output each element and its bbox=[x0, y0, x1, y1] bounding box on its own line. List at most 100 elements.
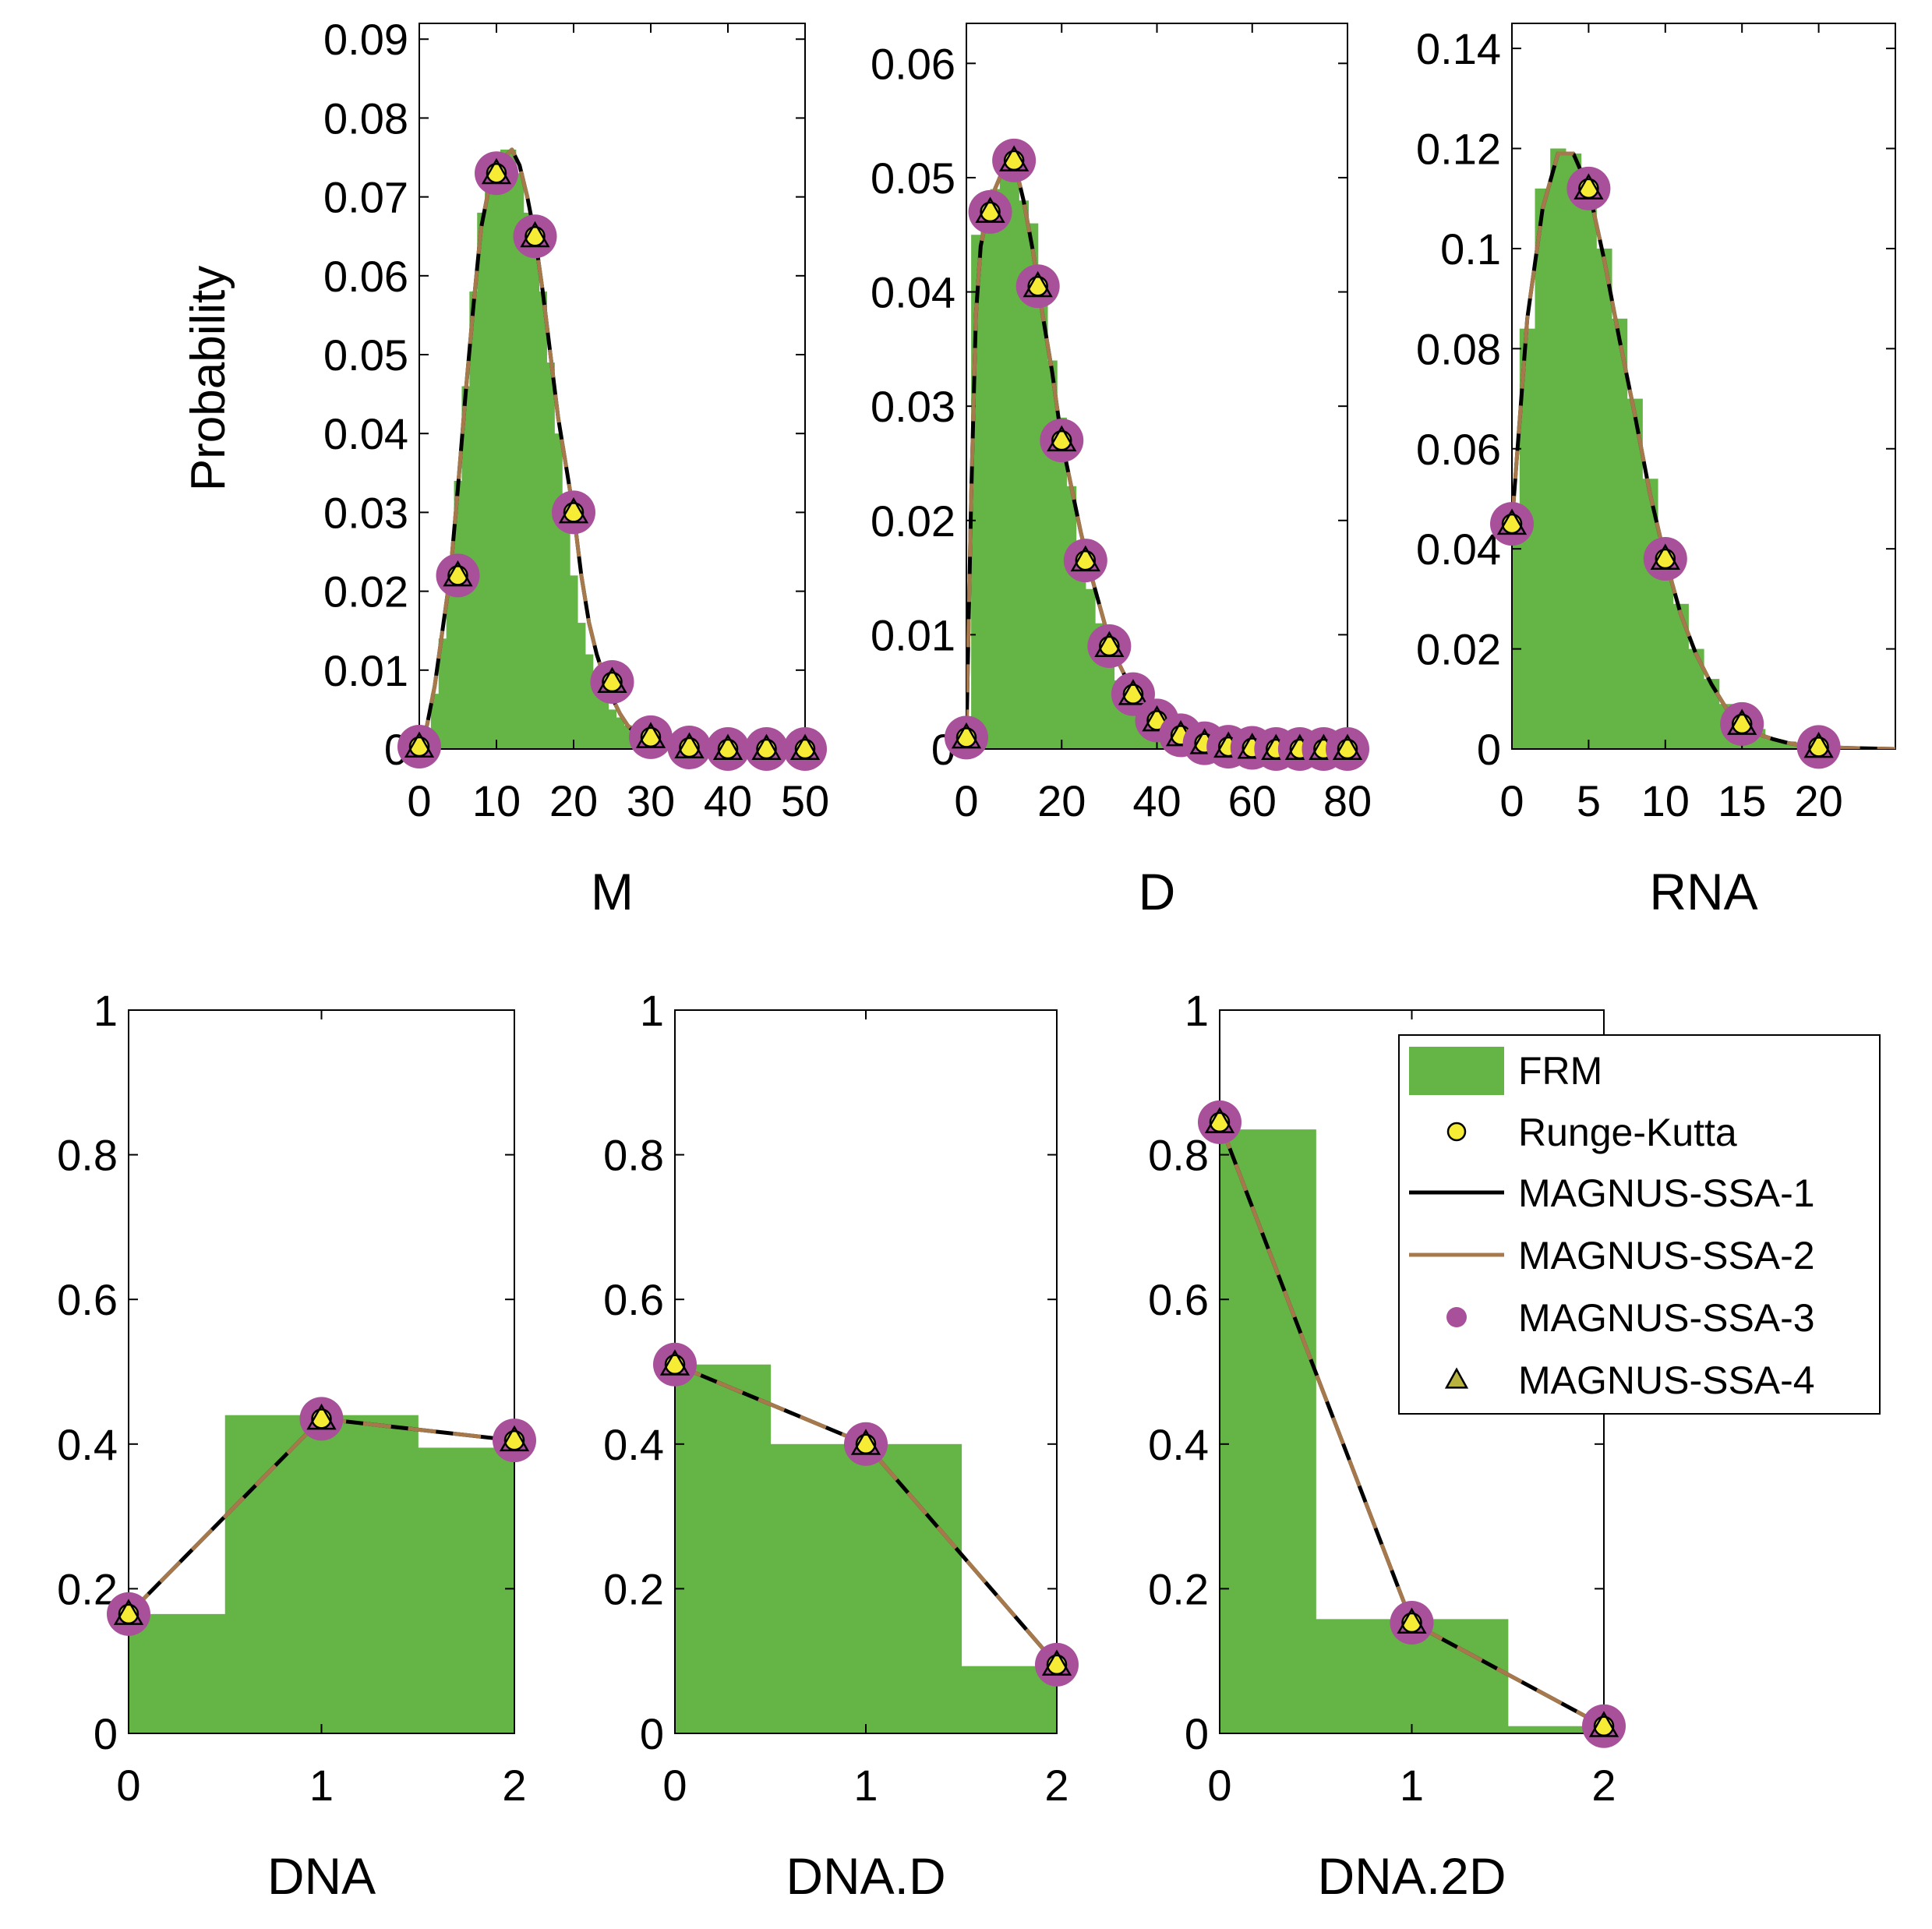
histogram-bar bbox=[616, 717, 624, 749]
histogram-bar bbox=[546, 362, 555, 749]
y-tick-label: 0.05 bbox=[871, 154, 955, 203]
y-tick-label: 0.6 bbox=[57, 1275, 118, 1324]
histogram-bar bbox=[1047, 360, 1058, 749]
x-tick-label: 1 bbox=[1400, 1761, 1424, 1810]
x-tick-label: 60 bbox=[1228, 776, 1277, 825]
histogram-bar bbox=[592, 677, 602, 749]
x-tick-label: 0 bbox=[954, 776, 978, 825]
y-tick-label: 1 bbox=[640, 986, 664, 1035]
marker-magnus-ssa-4 bbox=[1094, 631, 1125, 658]
histogram-bar bbox=[1672, 603, 1689, 749]
marker-magnus-ssa-4 bbox=[1047, 425, 1077, 452]
histogram-bar bbox=[990, 189, 1001, 749]
x-tick-label: 2 bbox=[1044, 1761, 1068, 1810]
y-tick-label: 0.04 bbox=[871, 268, 955, 317]
legend-box bbox=[1398, 1034, 1881, 1415]
marker-magnus-ssa-4 bbox=[635, 722, 666, 748]
y-tick-label: 0.04 bbox=[1416, 525, 1501, 574]
series-line-magnus-ssa-2 bbox=[1512, 151, 1895, 749]
histogram-bar bbox=[1085, 588, 1096, 749]
y-tick-label: 0.12 bbox=[1416, 125, 1501, 174]
histogram-bar bbox=[418, 1447, 514, 1733]
marker-magnus-ssa-4 bbox=[520, 221, 550, 248]
histogram-bar bbox=[507, 149, 517, 749]
y-tick-label: 0.08 bbox=[323, 94, 408, 143]
x-tick-label: 80 bbox=[1323, 776, 1372, 825]
marker-magnus-ssa-4 bbox=[404, 731, 435, 758]
histogram-bar bbox=[454, 480, 463, 749]
x-tick-label: 40 bbox=[704, 776, 752, 825]
y-tick-label: 0.6 bbox=[1148, 1275, 1209, 1324]
histogram-frm bbox=[1220, 1129, 1604, 1733]
x-tick-label: 0 bbox=[116, 1761, 140, 1810]
histogram-bar bbox=[224, 1415, 419, 1733]
histogram-bar bbox=[1780, 741, 1796, 749]
marker-magnus-ssa-4 bbox=[1727, 708, 1757, 735]
marker-magnus-ssa-4 bbox=[998, 145, 1030, 171]
histogram-bar bbox=[1611, 318, 1628, 749]
histogram-bar bbox=[570, 575, 578, 749]
histogram-bar bbox=[1581, 183, 1597, 749]
histogram-frm bbox=[1512, 148, 1828, 749]
marker-magnus-ssa-4 bbox=[597, 666, 627, 693]
histogram-bar bbox=[623, 725, 632, 749]
marker-magnus-ssa-4 bbox=[306, 1403, 337, 1430]
histogram-bar bbox=[1057, 417, 1067, 749]
histogram-bar bbox=[129, 1613, 226, 1733]
histogram-bar bbox=[1550, 148, 1566, 749]
marker-magnus-ssa-4 bbox=[1803, 731, 1834, 758]
histogram-bar bbox=[1565, 153, 1582, 749]
y-tick-label: 0 bbox=[640, 1709, 664, 1758]
histogram-bar bbox=[1704, 679, 1720, 749]
histogram-bar bbox=[1535, 188, 1551, 749]
legend-marker-magnus-ssa-3 bbox=[1446, 1307, 1467, 1327]
panel-m: 00.010.020.030.040.050.060.070.080.090 10… bbox=[182, 15, 829, 920]
histogram-bar bbox=[500, 149, 509, 749]
histogram-bar bbox=[515, 173, 525, 749]
y-tick-label: 0.8 bbox=[57, 1131, 118, 1180]
marker-magnus-ssa-4 bbox=[443, 560, 473, 587]
histogram-bar bbox=[1009, 166, 1019, 749]
histogram-frm bbox=[966, 166, 1210, 749]
x-axis-label: DNA bbox=[267, 1847, 376, 1905]
x-axis-label: M bbox=[591, 863, 634, 920]
marker-magnus-ssa-4 bbox=[1650, 543, 1680, 571]
x-tick-label: 30 bbox=[627, 776, 675, 825]
marker-magnus-ssa-4 bbox=[1588, 1711, 1619, 1737]
histogram-bar bbox=[608, 709, 617, 749]
marker-magnus-ssa-4 bbox=[674, 732, 705, 758]
marker-magnus-ssa-4 bbox=[1023, 270, 1053, 298]
histogram-bar bbox=[1037, 291, 1048, 749]
histogram-bar bbox=[446, 575, 455, 749]
histogram-bar bbox=[554, 433, 563, 749]
y-tick-label: 0.2 bbox=[1148, 1564, 1209, 1613]
marker-magnus-ssa-4 bbox=[850, 1429, 881, 1455]
y-tick-label: 1 bbox=[1185, 986, 1209, 1035]
y-tick-label: 0 bbox=[94, 1709, 118, 1758]
marker-magnus-ssa-4 bbox=[712, 733, 743, 760]
histogram-bar bbox=[1019, 200, 1030, 749]
histogram-bar bbox=[469, 291, 478, 749]
x-tick-label: 0 bbox=[407, 776, 431, 825]
x-tick-label: 20 bbox=[1037, 776, 1086, 825]
histogram-bar bbox=[600, 694, 609, 749]
histogram-bar bbox=[1075, 543, 1086, 749]
x-tick-label: 10 bbox=[1641, 776, 1690, 825]
x-axis-label: DNA.2D bbox=[1317, 1847, 1506, 1905]
y-tick-label: 0.01 bbox=[871, 610, 955, 659]
x-tick-label: 2 bbox=[1591, 1761, 1616, 1810]
y-tick-label: 0.4 bbox=[57, 1420, 118, 1469]
y-tick-label: 0.01 bbox=[323, 646, 408, 695]
y-tick-label: 0.09 bbox=[323, 15, 408, 64]
x-tick-label: 0 bbox=[1499, 776, 1524, 825]
legend-label: MAGNUS-SSA-1 bbox=[1518, 1171, 1815, 1215]
y-tick-label: 0.03 bbox=[871, 382, 955, 431]
y-tick-label: 0 bbox=[1185, 1709, 1209, 1758]
marker-magnus-ssa-4 bbox=[789, 733, 821, 760]
marker-magnus-ssa-4 bbox=[951, 722, 982, 749]
marker-magnus-ssa-4 bbox=[481, 157, 512, 185]
legend-label: MAGNUS-SSA-4 bbox=[1518, 1358, 1815, 1402]
y-tick-label: 0.06 bbox=[323, 252, 408, 301]
histogram-bar bbox=[493, 165, 501, 749]
y-tick-label: 0.1 bbox=[1440, 224, 1501, 274]
